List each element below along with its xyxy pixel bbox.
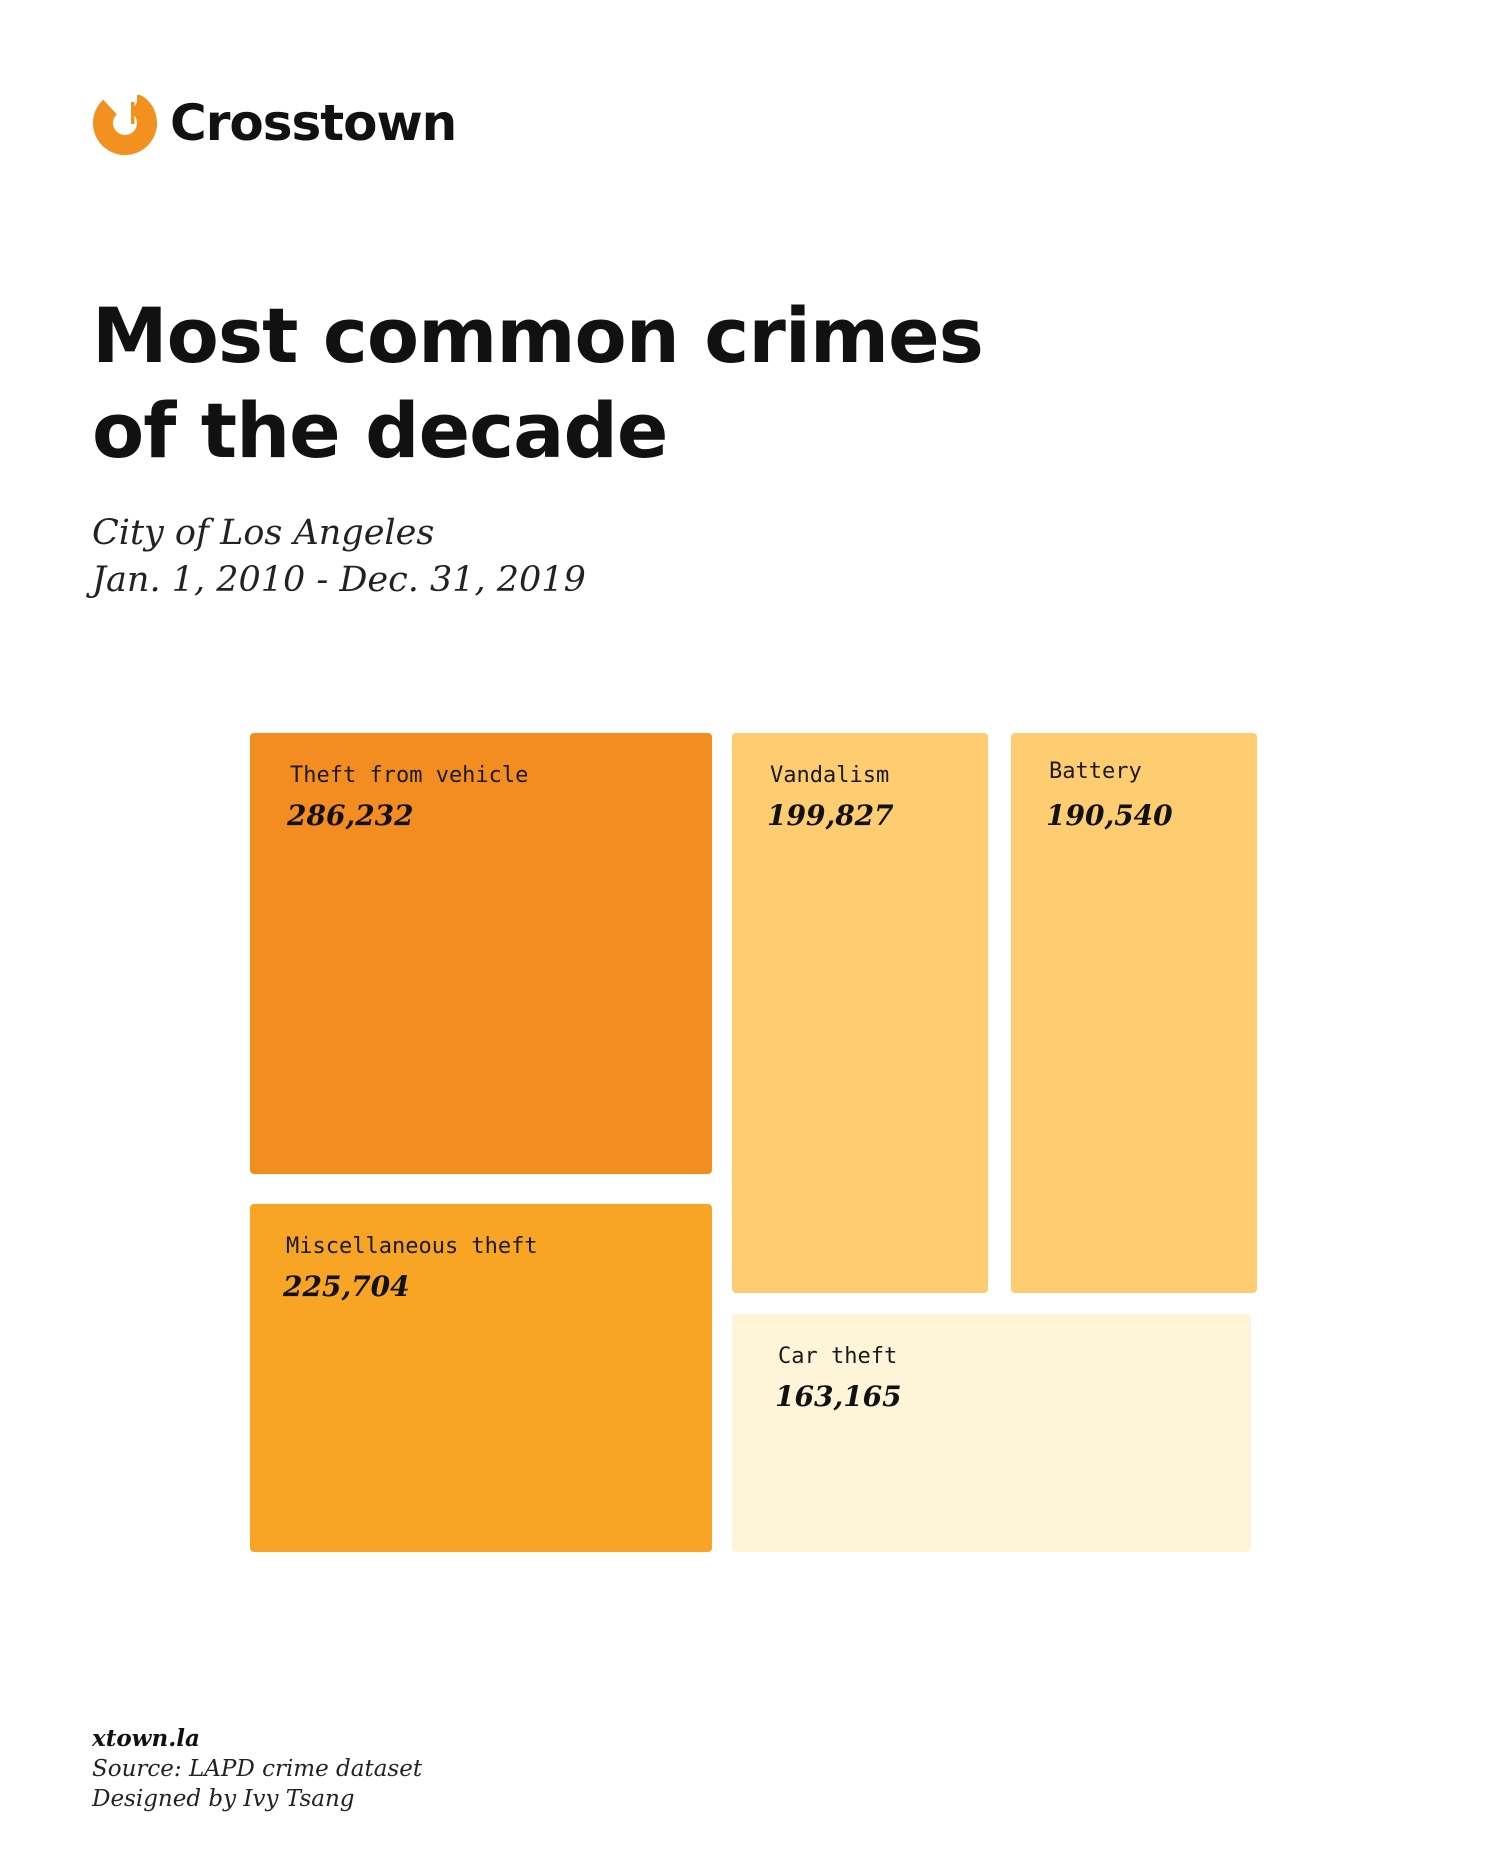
tile-label: Miscellaneous theft bbox=[286, 1234, 538, 1259]
tile-value: 163,165 bbox=[775, 1380, 902, 1413]
tile-label: Battery bbox=[1049, 759, 1142, 784]
brand-name: Crosstown bbox=[170, 94, 457, 152]
tile-battery: Battery 190,540 bbox=[1011, 733, 1257, 1293]
tile-value: 190,540 bbox=[1046, 799, 1173, 832]
footer-credit: Designed by Ivy Tsang bbox=[92, 1786, 355, 1812]
tile-value: 225,704 bbox=[283, 1270, 410, 1303]
tile-label: Vandalism bbox=[770, 763, 890, 788]
chart-title-line-2: of the decade bbox=[92, 386, 668, 475]
footer: xtown.la Source: LAPD crime dataset Desi… bbox=[92, 1724, 422, 1814]
tile-value: 286,232 bbox=[287, 799, 414, 832]
chart-title: Most common crimes of the decade bbox=[92, 288, 1192, 478]
footer-source: Source: LAPD crime dataset bbox=[92, 1756, 423, 1782]
chart-subtitle: City of Los Angeles Jan. 1, 2010 - Dec. … bbox=[92, 510, 586, 604]
crosstown-logo: Crosstown bbox=[92, 90, 457, 156]
tile-car-theft: Car theft 163,165 bbox=[732, 1314, 1251, 1552]
crosstown-logo-icon bbox=[93, 91, 157, 155]
tile-vandalism: Vandalism 199,827 bbox=[732, 733, 988, 1293]
tile-label: Car theft bbox=[778, 1344, 898, 1369]
footer-site: xtown.la bbox=[92, 1725, 200, 1752]
tile-theft-from-vehicle: Theft from vehicle 286,232 bbox=[250, 733, 712, 1174]
subtitle-date-range: Jan. 1, 2010 - Dec. 31, 2019 bbox=[92, 560, 586, 600]
subtitle-location: City of Los Angeles bbox=[92, 513, 435, 553]
tile-miscellaneous-theft: Miscellaneous theft 225,704 bbox=[250, 1204, 712, 1552]
chart-title-line-1: Most common crimes bbox=[92, 291, 984, 380]
tile-label: Theft from vehicle bbox=[290, 763, 529, 788]
tile-value: 199,827 bbox=[767, 799, 894, 832]
